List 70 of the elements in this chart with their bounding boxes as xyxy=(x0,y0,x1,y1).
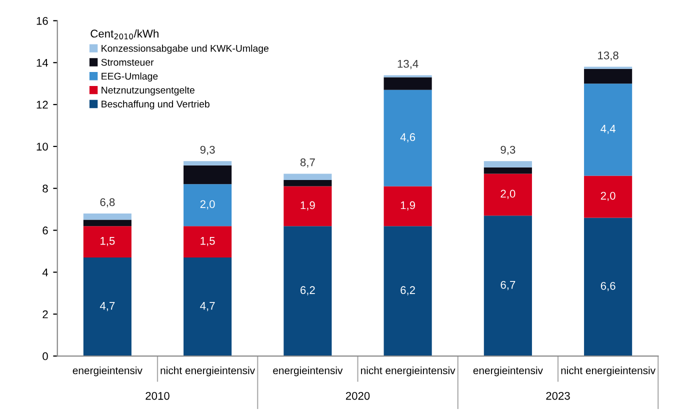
y-tick-label: 14 xyxy=(36,59,48,67)
total-label: 9,3 xyxy=(500,146,516,155)
bar xyxy=(184,184,232,226)
legend-label: Netznutzungsentgelte xyxy=(102,86,194,96)
y-tick-label: 4 xyxy=(42,268,48,276)
bar xyxy=(284,174,332,180)
x-tick-label: nicht energieintensiv xyxy=(160,366,256,376)
y-tick-label: 2 xyxy=(42,310,48,318)
bar xyxy=(184,258,232,356)
bar xyxy=(384,226,432,356)
data-label: 6,2 xyxy=(400,286,415,296)
bar xyxy=(384,77,432,90)
data-label: 4,7 xyxy=(100,302,115,312)
data-label: 2,0 xyxy=(600,192,616,202)
total-label: 8,7 xyxy=(300,158,315,168)
x-tick-label: nicht energieintensiv xyxy=(361,366,456,376)
bar xyxy=(584,68,632,84)
x-tick-label: energieintensiv xyxy=(473,366,543,376)
bar xyxy=(484,174,532,216)
bar xyxy=(284,186,332,226)
bar xyxy=(184,165,232,184)
bar xyxy=(284,180,332,186)
total-label: 6,8 xyxy=(100,198,115,208)
data-label: 1,5 xyxy=(100,237,115,246)
total-label: 13,4 xyxy=(398,60,418,70)
data-label: 1,9 xyxy=(300,201,315,210)
data-label: 6,6 xyxy=(600,282,616,292)
bar xyxy=(584,84,632,176)
y-tick-label: 0 xyxy=(42,352,48,360)
x-tick-label: nicht energieintensiv xyxy=(561,366,656,376)
data-label: 6,2 xyxy=(300,286,315,296)
bar xyxy=(584,176,632,218)
text: 2020 xyxy=(346,392,370,400)
bar xyxy=(484,216,532,356)
legend-title: Cent$_{2010}$/kWh xyxy=(90,29,158,40)
bar xyxy=(384,186,432,226)
data-label: 2,0 xyxy=(200,200,215,210)
total-label: 9,3 xyxy=(200,146,215,155)
bar xyxy=(83,258,132,356)
bar xyxy=(484,167,532,174)
data-label: 2,0 xyxy=(500,190,516,199)
bar xyxy=(384,90,432,186)
data-label: 6,7 xyxy=(500,280,516,290)
bar xyxy=(184,161,232,166)
legend-label: Stromsteuer xyxy=(101,58,154,66)
data-label: 4,7 xyxy=(200,302,215,312)
legend-label: EEG-Umlage xyxy=(102,72,158,82)
bar xyxy=(184,226,232,258)
x-tick-label: energieintensiv xyxy=(72,366,142,376)
bar xyxy=(284,226,332,356)
y-tick-label: 8 xyxy=(42,184,48,193)
data-label: 1,9 xyxy=(400,201,416,210)
y-tick-label: 16 xyxy=(36,16,48,25)
y-tick-label: 10 xyxy=(36,142,48,151)
text: 2023 xyxy=(546,392,570,400)
bar xyxy=(83,214,132,220)
bar xyxy=(83,226,132,258)
bar xyxy=(584,218,632,356)
x-tick-label: energieintensiv xyxy=(273,366,343,376)
data-label: 4,6 xyxy=(400,133,416,142)
data-label: 4,4 xyxy=(600,124,616,134)
data-label: 1,5 xyxy=(200,237,215,246)
y-tick-label: 12 xyxy=(36,100,48,109)
text: 2010 xyxy=(146,392,170,400)
bar xyxy=(83,220,132,226)
legend-label: Konzessionsabgabe und KWK-Umlage xyxy=(102,44,268,54)
y-tick-label: 6 xyxy=(42,226,48,234)
bar xyxy=(484,161,532,168)
total-label: 13,8 xyxy=(598,52,618,61)
legend-label: Beschaffung und Vertrieb xyxy=(102,100,210,110)
